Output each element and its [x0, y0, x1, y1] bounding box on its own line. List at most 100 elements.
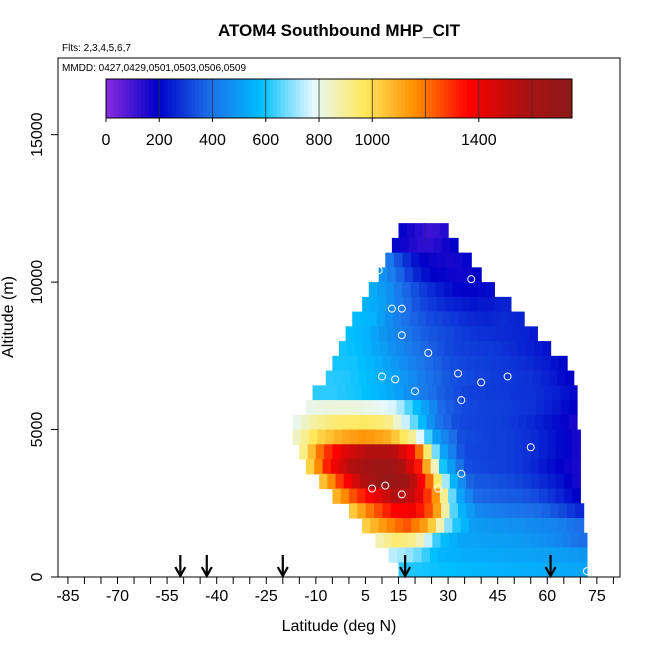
heatmap-cell: [515, 370, 525, 386]
heatmap-cell: [416, 355, 426, 372]
heatmap-cell: [366, 429, 376, 445]
heatmap-cell: [409, 311, 419, 327]
colorbar-segment: [210, 79, 216, 118]
heatmap-cell: [325, 429, 335, 445]
colorbar-segment: [272, 79, 278, 118]
colorbar-segment: [164, 79, 169, 118]
heatmap-cell: [379, 341, 389, 357]
heatmap-cell: [391, 429, 401, 445]
heatmap-cell: [543, 385, 553, 401]
heatmap-cell: [505, 488, 515, 504]
heatmap-cell: [491, 503, 501, 519]
heatmap-cell: [349, 355, 359, 372]
heatmap-cell: [424, 370, 434, 386]
colorbar-segment: [307, 79, 313, 118]
heatmap-cell: [539, 488, 548, 504]
heatmap-cell: [391, 355, 401, 372]
heatmap-cell: [464, 532, 474, 549]
heatmap-cell: [508, 355, 518, 372]
y-tick-label: 0: [29, 572, 46, 581]
heatmap-cell: [537, 547, 547, 563]
heatmap-cell: [455, 562, 465, 577]
heatmap-cell: [407, 429, 417, 445]
heatmap-cell: [519, 400, 529, 416]
heatmap-cell: [425, 311, 435, 327]
heatmap-cell: [570, 562, 580, 577]
heatmap-cell: [505, 562, 514, 577]
heatmap-cell: [434, 414, 444, 431]
heatmap-cell: [309, 414, 319, 431]
heatmap-cell: [360, 311, 370, 327]
heatmap-cell: [382, 355, 392, 372]
heatmap-cell: [374, 355, 384, 372]
heatmap-cell: [447, 562, 457, 577]
heatmap-cell: [526, 414, 536, 431]
heatmap-cell: [474, 370, 484, 386]
colorbar-segment: [358, 79, 363, 118]
heatmap-cell: [497, 444, 507, 460]
colorbar-segment: [144, 79, 150, 118]
colorbar-tick-label: 400: [199, 132, 226, 149]
heatmap-cell: [532, 370, 542, 386]
heatmap-cell: [400, 370, 410, 386]
heatmap-cell: [489, 429, 499, 445]
heatmap-cell: [453, 326, 463, 342]
heatmap-cell: [357, 488, 367, 504]
heatmap-cell: [368, 311, 378, 327]
heatmap-cell: [368, 473, 377, 490]
heatmap-cell: [560, 385, 570, 401]
colorbar-segment: [560, 79, 565, 118]
heatmap-cell: [410, 282, 420, 298]
heatmap-cell: [428, 385, 438, 401]
heatmap-cell: [460, 518, 470, 534]
heatmap-cell: [330, 459, 340, 475]
heatmap-cell: [393, 311, 402, 327]
colorbar-tick-label: 800: [306, 132, 333, 149]
heatmap-cell: [455, 267, 465, 283]
heatmap-cell: [374, 503, 384, 519]
heatmap-cell: [393, 282, 403, 298]
measurement-point: [377, 372, 386, 381]
heatmap-cell: [508, 503, 518, 519]
colorbar-segment: [529, 79, 534, 118]
heatmap-cell: [456, 488, 466, 504]
measurement-point: [374, 266, 383, 275]
heatmap-cell: [445, 400, 455, 416]
colorbar-segment: [226, 79, 231, 118]
heatmap-cell: [357, 444, 367, 460]
heatmap-cell: [566, 503, 576, 519]
heatmap-cell: [565, 370, 575, 386]
colorbar-segment: [245, 79, 251, 118]
colorbar-segment: [152, 79, 157, 118]
colorbar-segment: [129, 79, 134, 118]
heatmap-cell: [498, 473, 508, 490]
colorbar-segment: [311, 79, 317, 118]
heatmap-cell: [543, 414, 553, 431]
heatmap-cell: [414, 459, 423, 475]
heatmap-cell: [388, 547, 398, 563]
x-tick-label: 45: [489, 588, 507, 605]
heatmap-cell: [370, 385, 380, 401]
heatmap-cell: [483, 311, 492, 327]
heatmap-cell: [451, 414, 461, 431]
heatmap-cell: [431, 488, 441, 504]
colorbar-segment: [148, 79, 154, 118]
heatmap-cell: [441, 473, 451, 490]
heatmap-cell: [550, 355, 560, 372]
heatmap-cell: [439, 223, 449, 239]
heatmap-cell: [572, 488, 581, 504]
colorbar-tick-label: 0: [102, 132, 111, 149]
colorbar-segment: [133, 79, 138, 118]
heatmap-cell: [351, 473, 361, 490]
colorbar-segment: [168, 79, 173, 118]
heatmap-cell: [386, 518, 396, 534]
heatmap-cell: [424, 429, 434, 445]
heatmap-cell: [461, 296, 471, 313]
heatmap-cell: [420, 400, 430, 416]
heatmap-cell: [531, 473, 541, 490]
heatmap-cell: [572, 459, 581, 475]
heatmap-cell: [390, 503, 400, 519]
heatmap-cell: [353, 326, 363, 342]
heatmap-cell: [470, 400, 480, 416]
heatmap-cell: [453, 385, 462, 401]
